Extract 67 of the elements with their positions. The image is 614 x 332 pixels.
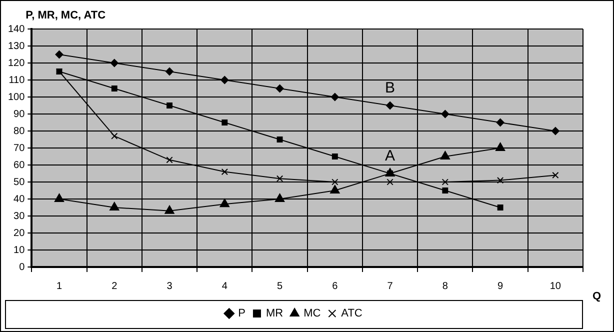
point [495, 142, 506, 151]
y-tick-label: 90 [14, 108, 26, 120]
point [54, 194, 64, 202]
x-tick-label: 8 [442, 280, 448, 292]
point [551, 127, 560, 135]
x-tick-label: 7 [387, 280, 394, 292]
point [55, 50, 64, 58]
point [166, 68, 174, 76]
x-tick-label: 1 [56, 280, 62, 292]
y-tick-label: 100 [8, 92, 26, 103]
point [497, 204, 504, 210]
point [220, 198, 230, 208]
point [440, 151, 450, 160]
point [111, 132, 118, 140]
point [330, 185, 340, 194]
x-axis-title: Q [592, 290, 602, 303]
point [441, 110, 450, 118]
annotation: B [385, 80, 396, 97]
x-tick-label: 10 [550, 280, 562, 292]
point [110, 59, 118, 67]
point [442, 178, 448, 186]
legend-label: MC [304, 308, 321, 320]
point [386, 102, 394, 110]
point [496, 176, 504, 184]
y-tick-label: 40 [14, 194, 26, 205]
y-tick-label: 20 [14, 228, 26, 239]
point [332, 178, 338, 186]
x-tick-label: 6 [332, 280, 338, 292]
annotation: A [385, 148, 396, 165]
point [164, 205, 174, 214]
y-axis-title: P, MR, MC, ATC [26, 10, 106, 22]
y-tick-label: 70 [14, 142, 26, 154]
x-tick-label: 2 [112, 280, 118, 292]
y-tick-label: 130 [8, 40, 26, 52]
point [552, 172, 559, 179]
y-tick-label: 80 [14, 126, 26, 137]
y-tick-label: 30 [14, 210, 26, 222]
point [220, 76, 229, 84]
x-tick-label: 5 [276, 280, 283, 292]
y-tick-label: 120 [8, 58, 26, 69]
point [330, 93, 339, 101]
legend-label: ATC [341, 308, 362, 320]
y-tick-label: 0 [19, 262, 26, 273]
point [110, 202, 120, 210]
x-tick-label: 9 [498, 280, 504, 292]
y-tick-label: 10 [14, 244, 26, 256]
y-tick-label: 140 [8, 24, 26, 35]
point [332, 154, 338, 160]
point [276, 84, 284, 92]
y-tick-label: 60 [14, 160, 26, 171]
point [274, 194, 285, 202]
point [276, 136, 283, 142]
y-tick-label: 110 [8, 74, 26, 86]
point [442, 188, 448, 194]
y-tick-label: 50 [14, 176, 26, 188]
point [222, 120, 228, 126]
legend-label: MR [266, 308, 284, 320]
point [496, 118, 504, 126]
point [276, 175, 284, 182]
point [386, 178, 394, 186]
point [166, 102, 172, 108]
point [111, 86, 118, 92]
point [166, 156, 173, 164]
x-tick-label: 3 [166, 280, 173, 292]
x-tick-label: 4 [222, 280, 228, 292]
legend-label: P [238, 308, 246, 320]
point [221, 168, 228, 176]
